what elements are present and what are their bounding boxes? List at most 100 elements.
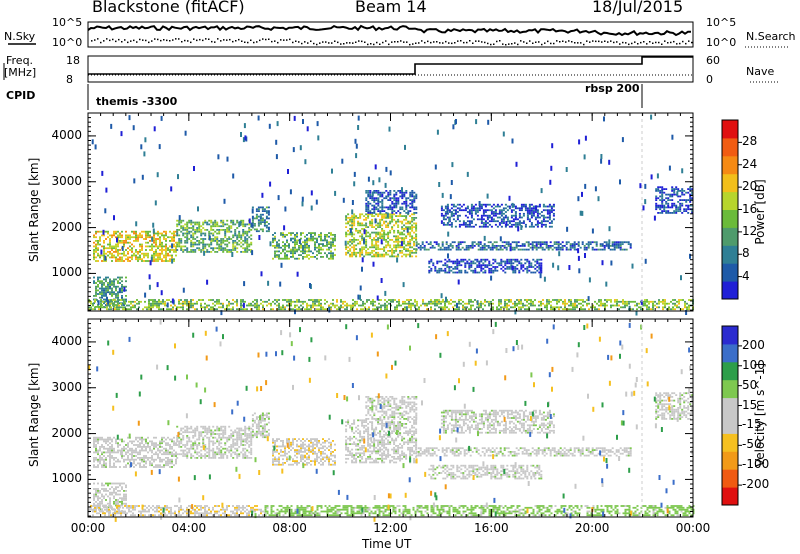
data-cell (617, 243, 620, 245)
data-cell (415, 241, 418, 244)
data-cell (537, 241, 540, 244)
data-cell (258, 306, 260, 309)
data-cell (286, 300, 288, 303)
data-cell (99, 462, 101, 465)
data-cell (194, 223, 197, 226)
data-cell (162, 299, 164, 301)
data-cell (288, 243, 290, 245)
data-cell (379, 220, 382, 223)
data-cell (184, 241, 187, 244)
data-cell (115, 460, 117, 463)
nsearch-dot (277, 41, 279, 44)
data-cell (236, 243, 239, 246)
data-cell (548, 225, 551, 228)
data-cell (662, 306, 664, 309)
data-cell (103, 282, 105, 284)
data-cell (136, 302, 138, 305)
data-cell (462, 209, 465, 212)
data-cell (310, 239, 312, 242)
data-cell (107, 451, 109, 454)
data-cell (328, 243, 330, 245)
data-cell (192, 241, 195, 244)
data-cell (609, 245, 612, 247)
data-cell (511, 248, 514, 251)
data-cell (250, 229, 253, 231)
data-cell (137, 260, 139, 262)
scatter-point (579, 210, 582, 216)
data-cell (504, 271, 507, 274)
nsearch-dot (190, 41, 192, 44)
data-cell (399, 215, 402, 217)
data-cell (387, 231, 390, 234)
nsearch-dot (250, 39, 252, 41)
data-cell (144, 306, 146, 309)
data-cell (496, 308, 498, 311)
data-cell (97, 440, 99, 443)
data-cell (545, 243, 548, 245)
scatter-point (372, 261, 375, 267)
nsearch-dot (355, 41, 357, 43)
data-cell (105, 447, 107, 450)
data-cell (616, 300, 618, 303)
data-cell (415, 233, 418, 236)
data-cell (117, 296, 119, 299)
data-cell (214, 221, 217, 224)
data-cell (130, 308, 132, 311)
data-cell (667, 197, 670, 200)
data-cell (192, 234, 195, 237)
data-cell (312, 300, 314, 303)
data-cell (456, 207, 459, 210)
data-cell (426, 304, 428, 307)
data-cell (512, 205, 515, 208)
scatter-point (450, 180, 453, 185)
data-cell (540, 302, 542, 305)
data-cell (494, 205, 497, 208)
data-cell (385, 240, 388, 243)
data-cell (116, 306, 118, 309)
data-cell (456, 211, 459, 213)
data-cell (403, 202, 406, 205)
data-cell (137, 462, 139, 465)
data-cell (125, 258, 127, 261)
data-cell (506, 205, 509, 208)
data-cell (224, 243, 227, 246)
data-cell (308, 250, 310, 253)
data-cell (599, 243, 602, 245)
data-cell (371, 242, 374, 245)
data-cell (417, 246, 420, 249)
data-cell (306, 250, 308, 253)
data-cell (103, 278, 105, 281)
data-cell (409, 251, 412, 254)
data-cell (318, 308, 320, 311)
data-cell (276, 304, 278, 307)
data-cell (613, 245, 616, 247)
data-cell (365, 206, 368, 209)
data-cell (129, 449, 131, 452)
data-cell (276, 300, 278, 303)
data-cell (105, 440, 107, 443)
data-cell (422, 299, 424, 301)
data-cell (250, 249, 253, 251)
data-cell (230, 219, 233, 222)
data-cell (228, 236, 231, 239)
data-cell (127, 446, 129, 448)
data-cell (216, 225, 219, 228)
data-cell (125, 447, 127, 450)
data-cell (342, 300, 344, 303)
data-cell (375, 231, 378, 234)
data-cell (518, 269, 521, 272)
data-cell (395, 215, 398, 217)
data-cell (389, 191, 392, 194)
data-cell (232, 308, 234, 311)
data-cell (332, 254, 334, 256)
data-cell (251, 221, 254, 223)
data-cell (520, 267, 523, 270)
data-cell (212, 308, 214, 311)
data-cell (248, 304, 250, 307)
data-cell (457, 248, 460, 251)
data-cell (550, 300, 552, 303)
data-cell (470, 308, 472, 311)
data-cell (93, 254, 95, 257)
data-cell (670, 300, 672, 303)
data-cell (482, 267, 485, 270)
